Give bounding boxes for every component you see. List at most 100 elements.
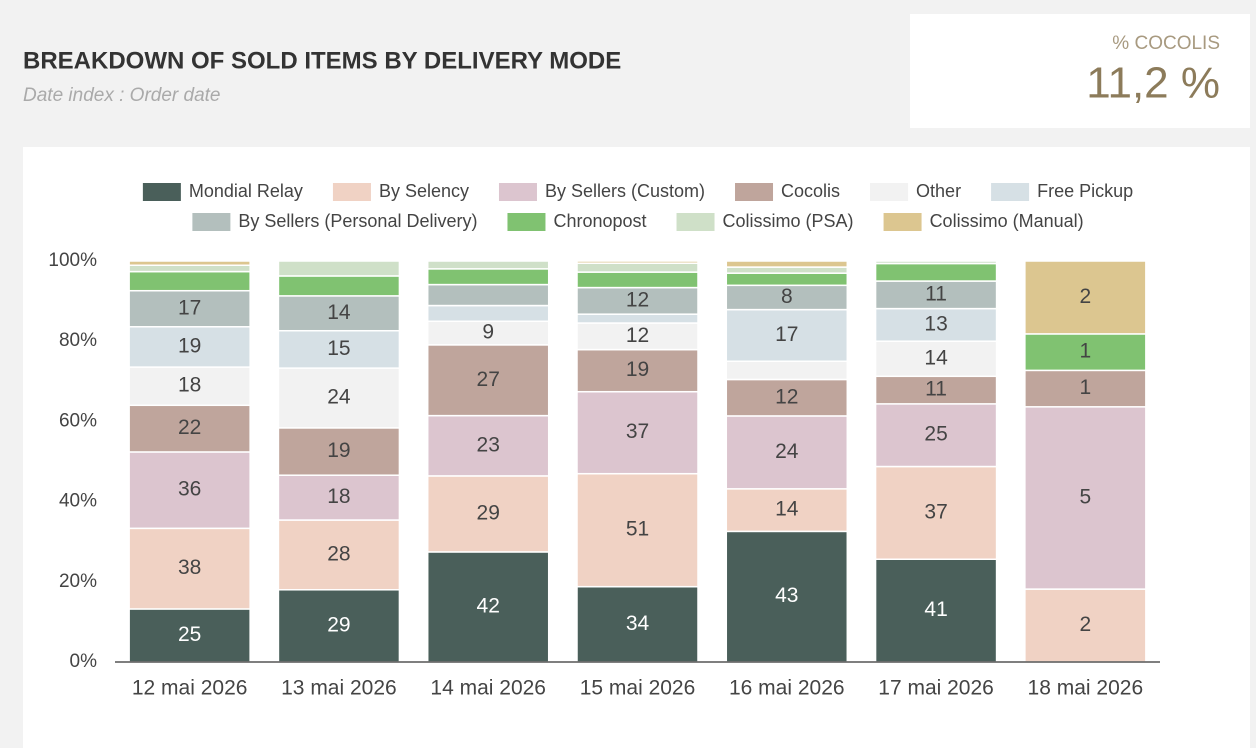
data-label: 15 — [327, 337, 350, 360]
bar-segment — [426, 260, 550, 270]
legend-label: Cocolis — [781, 181, 840, 201]
legend-label: Colissimo (Manual) — [930, 211, 1084, 231]
bar-segment — [576, 472, 699, 588]
data-label: 37 — [626, 420, 649, 443]
data-label: 37 — [924, 500, 947, 523]
bar-segment — [725, 266, 849, 274]
x-tick-label: 12 mai 2026 — [132, 677, 248, 700]
bar-segment — [426, 414, 550, 477]
bar-segment — [277, 367, 401, 429]
legend-label: Colissimo (PSA) — [723, 211, 854, 231]
bar-segment — [576, 585, 699, 663]
bar-segment — [725, 360, 849, 381]
bar-segment — [128, 264, 251, 273]
data-label: 11 — [925, 378, 947, 401]
data-label: 17 — [775, 323, 798, 346]
bar-segment — [874, 280, 998, 310]
x-tick-label: 17 mai 2026 — [878, 677, 994, 700]
y-tick-label: 60% — [59, 410, 97, 431]
chart-title: BREAKDOWN OF SOLD ITEMS BY DELIVERY MODE — [23, 47, 621, 74]
legend-label: By Sellers (Personal Delivery) — [238, 211, 477, 231]
bar-segment — [576, 260, 699, 264]
legend-swatch — [332, 183, 371, 201]
legend-swatch — [870, 183, 909, 201]
data-label: 8 — [781, 285, 793, 308]
bar-segment — [725, 272, 849, 287]
bar-segment — [426, 475, 550, 553]
data-label: 41 — [924, 598, 947, 621]
y-tick-label: 80% — [59, 330, 97, 351]
data-label: 42 — [477, 595, 500, 618]
bar-segment — [128, 608, 251, 663]
legend-label: Mondial Relay — [189, 181, 303, 201]
bar-segment — [576, 390, 699, 475]
legend-swatch — [192, 213, 231, 231]
bar-segment — [1024, 406, 1147, 590]
legend-swatch — [883, 213, 922, 231]
data-label: 51 — [626, 518, 649, 541]
bar-segment — [725, 284, 849, 311]
x-tick-label: 16 mai 2026 — [729, 677, 845, 700]
data-label: 25 — [178, 623, 201, 646]
data-label: 18 — [178, 374, 201, 397]
y-tick-label: 100% — [48, 250, 97, 271]
data-label: 18 — [327, 485, 350, 508]
bar-segment — [277, 589, 401, 663]
data-label: 14 — [924, 346, 948, 369]
chart-subtitle: Date index : Order date — [23, 85, 221, 106]
legend-swatch — [991, 183, 1030, 201]
legend-label: By Selency — [379, 181, 469, 201]
data-label: 34 — [626, 612, 650, 635]
bar-segment — [277, 519, 401, 591]
legend-label: Other — [916, 181, 961, 201]
bar-segment — [725, 308, 849, 362]
bar-segment — [426, 268, 550, 286]
legend-label: By Sellers (Custom) — [545, 181, 705, 201]
bar-segment — [576, 348, 699, 393]
x-tick-label: 14 mai 2026 — [430, 677, 546, 700]
y-tick-label: 0% — [70, 651, 98, 672]
data-label: 28 — [327, 542, 350, 565]
bar-segment — [128, 326, 251, 368]
data-label: 29 — [477, 501, 500, 524]
x-tick-label: 13 mai 2026 — [281, 677, 397, 700]
data-label: 9 — [482, 321, 494, 344]
legend-swatch — [735, 183, 774, 201]
kpi-card — [910, 14, 1250, 128]
data-label: 23 — [477, 433, 500, 456]
data-label: 17 — [178, 296, 201, 319]
kpi-value: 11,2 % — [1086, 59, 1220, 108]
bar-segment — [426, 304, 550, 323]
x-tick-label: 15 mai 2026 — [580, 677, 696, 700]
bar-segment — [277, 260, 401, 277]
bar-segment — [576, 262, 699, 273]
bar-segment — [128, 404, 251, 453]
bar-segment — [128, 260, 251, 266]
bar-segment — [874, 307, 998, 342]
bar-segment — [1024, 333, 1147, 372]
data-label: 19 — [626, 358, 649, 381]
data-label: 22 — [178, 416, 201, 439]
data-label: 19 — [178, 334, 201, 357]
bar-segment — [725, 415, 849, 490]
bar-segment — [874, 465, 998, 560]
bar-segment — [1024, 588, 1147, 663]
data-label: 27 — [477, 368, 500, 391]
bar-segment — [426, 283, 550, 307]
data-label: 1 — [1080, 340, 1092, 363]
bar-segment — [576, 286, 699, 315]
data-label: 43 — [775, 584, 798, 607]
bar-segment — [277, 275, 401, 297]
bar-segment — [725, 378, 849, 417]
legend-swatch — [507, 213, 546, 231]
bar-segment — [874, 262, 998, 282]
bar-segment — [277, 474, 401, 521]
data-label: 29 — [327, 613, 350, 636]
bar-segment — [1024, 369, 1147, 408]
y-tick-label: 20% — [59, 571, 97, 592]
y-tick-label: 40% — [59, 491, 97, 512]
bar-segment — [725, 530, 849, 663]
data-label: 25 — [924, 423, 947, 446]
bar-segment — [576, 313, 699, 324]
bar-segment — [874, 375, 998, 405]
